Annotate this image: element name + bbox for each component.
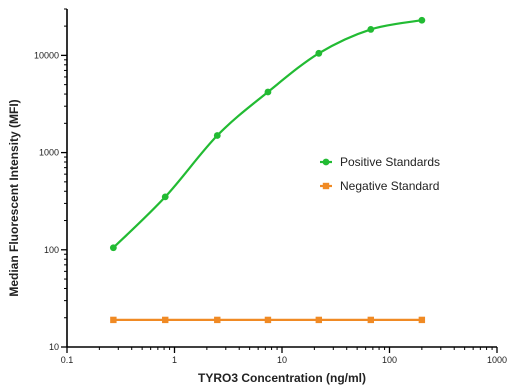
x-tick-label: 10 (277, 355, 287, 365)
legend-negative-standard-marker (322, 182, 330, 190)
negative-standard-point (315, 316, 323, 324)
y-tick-label: 1000 (39, 148, 59, 158)
y-tick-label: 10 (49, 342, 59, 352)
negative-standard-point (110, 316, 117, 324)
negative-standard-point (367, 316, 375, 324)
negative-standard-point (264, 316, 272, 324)
positive-standards-point (315, 49, 323, 57)
x-tick-label: 100 (382, 355, 397, 365)
positive-standards-point (367, 26, 375, 33)
y-axis-label: Median Fluorescent Intensity (MFI) (7, 99, 21, 296)
positive-standards-curve (112, 19, 423, 249)
fit-curves (112, 19, 423, 321)
negative-standard-point (162, 316, 169, 324)
y-axis-ticks: 10 100 1000 10000 (34, 8, 67, 352)
positive-standards-point (161, 193, 169, 201)
data-points (109, 16, 426, 324)
legend: Positive Standards Negative Standard (320, 155, 440, 193)
legend-negative-standard-label: Negative Standard (340, 179, 439, 193)
y-tick-label: 100 (44, 245, 59, 255)
legend-positive-standards-label: Positive Standards (340, 155, 440, 169)
x-axis-label: TYRO3 Concentration (ng/ml) (198, 371, 366, 385)
positive-standards-point (418, 16, 426, 24)
positive-standards-point (109, 244, 117, 252)
axes (66, 9, 497, 348)
y-tick-label: 10000 (34, 50, 59, 60)
positive-standards-point (213, 132, 221, 139)
negative-standard-point (214, 316, 221, 324)
x-tick-label: 0.1 (61, 355, 74, 365)
legend-positive-standards-marker (322, 158, 330, 166)
positive-standards-point (264, 88, 272, 96)
x-tick-label: 1000 (487, 355, 507, 365)
x-axis-ticks: 0.1 1 10 100 1000 (61, 347, 507, 365)
negative-standard-point (418, 316, 426, 324)
x-tick-label: 1 (172, 355, 177, 365)
